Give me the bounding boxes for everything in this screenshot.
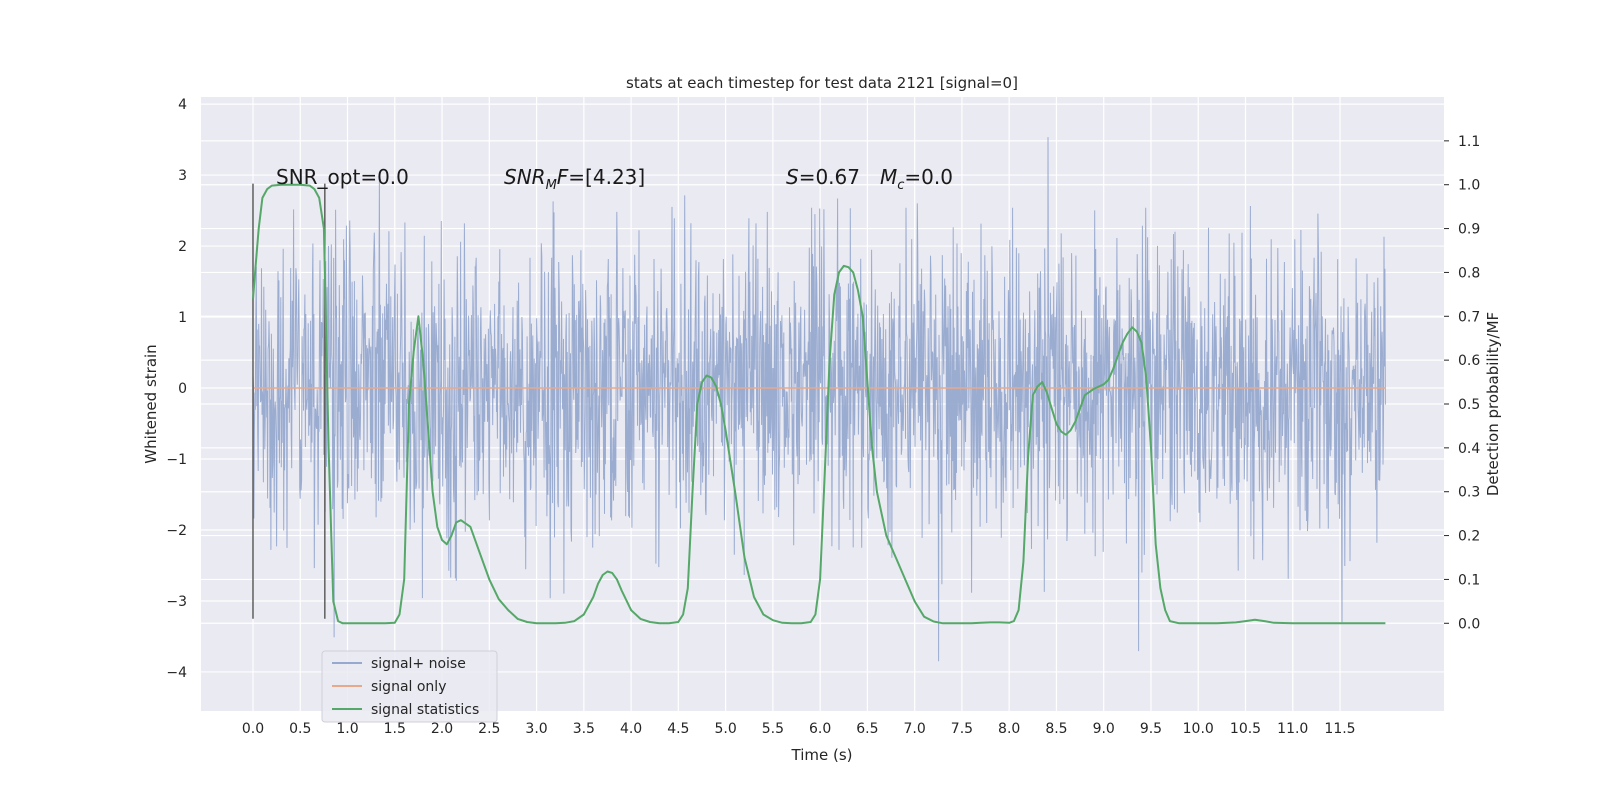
y2-tick-label: 0.8 [1458, 265, 1480, 281]
legend-label-signal-statistics: signal statistics [371, 702, 479, 718]
x-tick-label: 3.0 [525, 721, 547, 737]
signal-statistics-line [252, 183, 1386, 625]
y-tick-label: −4 [166, 665, 187, 681]
x-tick-label: 1.5 [384, 721, 406, 737]
y2-tick-label: 0.6 [1458, 353, 1480, 369]
y-tick-label: 4 [178, 97, 187, 113]
x-tick-labels: 0.0 0.5 1.0 1.5 2.0 2.5 3.0 3.5 4.0 4.5 5.0 5.5 6.0 6… [242, 721, 1356, 737]
x-tick-label: 0.5 [289, 721, 311, 737]
legend-box [321, 650, 498, 723]
x-tick-label: 10.0 [1183, 721, 1214, 737]
x-tick-label: 0.0 [242, 721, 264, 737]
y2-tick-label: 1.0 [1458, 178, 1480, 194]
grid [201, 97, 1444, 711]
y-tick-label: −3 [166, 594, 187, 610]
x-tick-label: 9.5 [1140, 721, 1162, 737]
y2-tick-labels: 0.0 0.1 0.2 0.3 0.4 0.5 0.6 0.7 0.8 0.9 1.0 1.1 [1444, 134, 1480, 632]
y-tick-label: −2 [166, 523, 187, 539]
y2-tick-label: 0.2 [1458, 529, 1480, 545]
x-tick-label: 11.5 [1324, 721, 1355, 737]
x-tick-label: 7.0 [904, 721, 926, 737]
y2-tick-label: 0.5 [1458, 397, 1480, 413]
x-tick-label: 6.5 [856, 721, 878, 737]
series-signal-statistics [252, 183, 1386, 625]
x-tick-label: 4.5 [667, 721, 689, 737]
y2-tick-label: 0.3 [1458, 485, 1480, 501]
y-tick-label: 3 [178, 168, 187, 184]
annotation-snr-mf: SNRMF=[4.23] [504, 165, 645, 193]
x-tick-label: 8.0 [998, 721, 1020, 737]
y2-tick-label: 0.4 [1458, 441, 1480, 457]
x-tick-label: 7.5 [951, 721, 973, 737]
y-tick-labels: −4 −3 −2 −1 0 1 2 3 4 [166, 97, 187, 681]
chart-title: stats at each timestep for test data 212… [626, 74, 1018, 92]
annotation-snr-opt: SNR_opt=0.0 [276, 165, 409, 189]
x-tick-label: 4.0 [620, 721, 642, 737]
y2-tick-label: 0.1 [1458, 572, 1480, 588]
annotation-mc-value: Mc=0.0 [880, 165, 953, 193]
x-tick-label: 5.5 [762, 721, 784, 737]
x-tick-label: 3.5 [573, 721, 595, 737]
annotation-s-value: S=0.67 [786, 165, 860, 189]
y-tick-label: 0 [178, 381, 187, 397]
series-signal-noise [252, 137, 1386, 662]
signal-noise-line [252, 137, 1386, 662]
x-tick-label: 11.0 [1277, 721, 1308, 737]
y-tick-label: −1 [166, 452, 187, 468]
legend-label-signal-noise: signal+ noise [371, 656, 466, 672]
x-tick-label: 8.5 [1045, 721, 1067, 737]
x-tick-label: 6.0 [809, 721, 831, 737]
x-tick-label: 9.0 [1093, 721, 1115, 737]
y2-tick-label: 1.1 [1458, 134, 1480, 150]
y2-tick-label: 0.9 [1458, 222, 1480, 238]
x-axis-label: Time (s) [791, 746, 853, 764]
y-axis-label: Whitened strain [142, 344, 160, 463]
x-tick-label: 1.0 [336, 721, 358, 737]
y2-axis-label: Detection probability/MF [1484, 312, 1502, 496]
x-tick-label: 2.5 [478, 721, 500, 737]
y-tick-label: 1 [178, 310, 187, 326]
x-tick-label: 10.5 [1230, 721, 1261, 737]
y-tick-label: 2 [178, 239, 187, 255]
y2-tick-label: 0.0 [1458, 616, 1480, 632]
x-tick-label: 2.0 [431, 721, 453, 737]
y2-tick-label: 0.7 [1458, 309, 1480, 325]
x-tick-label: 5.0 [714, 721, 736, 737]
legend: signal+ noise signal only signal statist… [321, 650, 498, 723]
legend-label-signal-only: signal only [371, 679, 446, 695]
